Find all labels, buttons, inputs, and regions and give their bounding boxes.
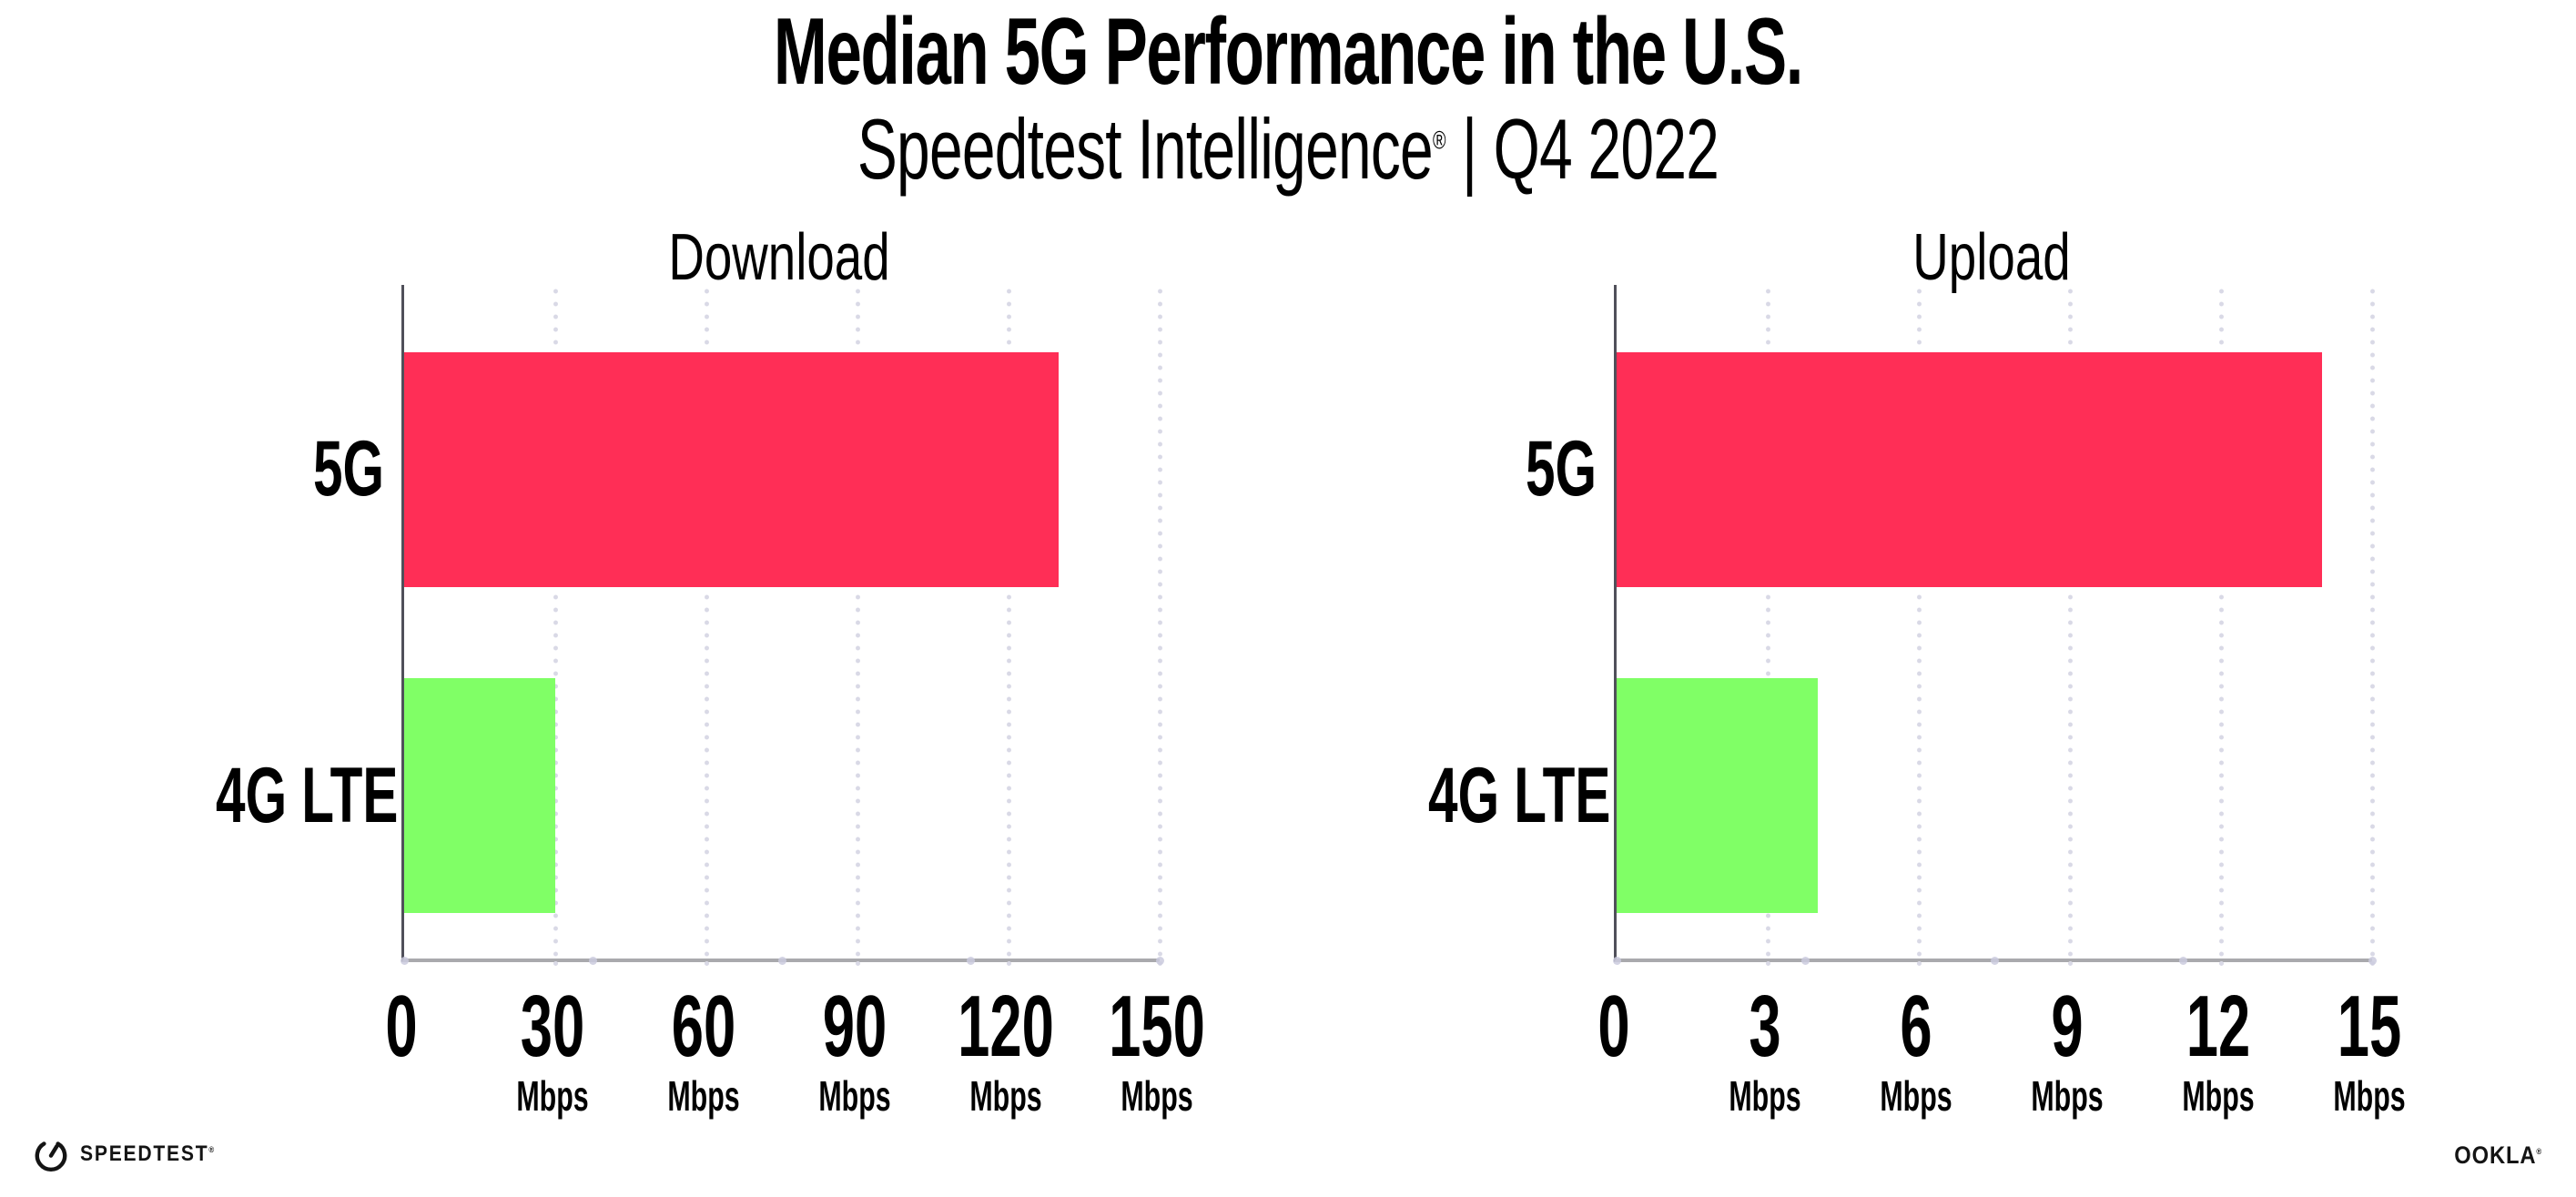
x-tick-unit: Mbps bbox=[2182, 1072, 2255, 1120]
gridline-120 bbox=[1006, 285, 1011, 966]
download-chart-title: Download bbox=[668, 221, 890, 294]
subtitle-period: Q4 2022 bbox=[1493, 101, 1719, 197]
x-tick-unit: Mbps bbox=[516, 1072, 589, 1120]
ookla-logo-text: OOKLA bbox=[2454, 1141, 2537, 1169]
axis-minor-tick-dot bbox=[1155, 957, 1164, 965]
page-subtitle: Speedtest Intelligence® | Q4 2022 bbox=[387, 102, 2190, 197]
download-x-axis-labels: 0 30 Mbps 60 Mbps 90 Mbps 120 Mbps 150 Mbps bbox=[385, 982, 1204, 1128]
download-plot-area bbox=[400, 285, 1164, 966]
gridline-3 bbox=[1765, 285, 1770, 966]
x-tick-0: 0 bbox=[1597, 982, 1629, 1071]
gridline-90 bbox=[855, 285, 860, 966]
bar-4g-lte bbox=[1617, 678, 1819, 913]
x-tick-0: 0 bbox=[385, 982, 417, 1071]
gridline-60 bbox=[704, 285, 709, 966]
ookla-logo: OOKLA® bbox=[2454, 1141, 2542, 1170]
page-title: Median 5G Performance in the U.S. bbox=[773, 0, 1804, 105]
x-tick-unit: Mbps bbox=[969, 1072, 1042, 1120]
upload-chart: Upload 5G 4G LTE 0 3 Mbps 6 Mbps 9 Mbps 12 Mbps 1… bbox=[1349, 218, 2487, 1138]
download-chart: Download 5G 4G LTE 0 30 Mbps 60 Mbps 90 Mbps 12… bbox=[137, 218, 1274, 1138]
axis-minor-tick-dot bbox=[1990, 957, 1999, 965]
gridline-9 bbox=[2067, 285, 2073, 966]
speedtest-trademark-mark: ® bbox=[208, 1145, 217, 1154]
axis-minor-tick-dot bbox=[777, 957, 786, 965]
axis-minor-tick-dot bbox=[2368, 957, 2377, 965]
subtitle-separator: | bbox=[1462, 101, 1477, 197]
x-tick-12: 12 Mbps bbox=[2182, 982, 2254, 1121]
axis-minor-tick-dot bbox=[589, 957, 597, 965]
upload-plot-area bbox=[1612, 285, 2377, 966]
category-label-5g: 5G bbox=[312, 425, 384, 512]
upload-chart-title: Upload bbox=[1912, 221, 2071, 294]
axis-minor-tick-dot bbox=[2179, 957, 2187, 965]
speedtest-logo-text: SPEEDTEST® bbox=[80, 1141, 217, 1166]
registered-trademark-mark: ® bbox=[1432, 125, 1446, 155]
x-tick-value: 12 bbox=[2186, 978, 2251, 1075]
x-tick-value: 0 bbox=[385, 978, 418, 1075]
x-tick-value: 15 bbox=[2337, 978, 2402, 1075]
x-tick-unit: Mbps bbox=[2333, 1072, 2406, 1120]
x-tick-value: 60 bbox=[671, 978, 736, 1075]
speedtest-gauge-icon bbox=[35, 1141, 67, 1172]
axis-minor-tick-dot bbox=[1801, 957, 1810, 965]
gridline-30 bbox=[553, 285, 558, 966]
x-tick-90: 90 Mbps bbox=[818, 982, 890, 1121]
axis-minor-tick-dot bbox=[400, 957, 409, 965]
bar-5g bbox=[404, 352, 1060, 587]
x-tick-unit: Mbps bbox=[667, 1072, 740, 1120]
x-tick-30: 30 Mbps bbox=[516, 982, 588, 1121]
x-tick-unit: Mbps bbox=[1880, 1072, 1952, 1120]
x-tick-120: 120 Mbps bbox=[958, 982, 1054, 1121]
x-tick-3: 3 Mbps bbox=[1729, 982, 1800, 1121]
x-tick-6: 6 Mbps bbox=[1880, 982, 1952, 1121]
x-tick-value: 3 bbox=[1749, 978, 1781, 1075]
subtitle-product: Speedtest Intelligence bbox=[857, 101, 1434, 197]
category-label-4g-lte: 4G LTE bbox=[216, 752, 399, 839]
x-tick-value: 6 bbox=[1900, 978, 1932, 1075]
category-label-5g: 5G bbox=[1525, 425, 1597, 512]
x-tick-150: 150 Mbps bbox=[1109, 982, 1205, 1121]
x-tick-9: 9 Mbps bbox=[2031, 982, 2103, 1121]
upload-x-axis-labels: 0 3 Mbps 6 Mbps 9 Mbps 12 Mbps 15 Mbps bbox=[1597, 982, 2405, 1128]
x-tick-value: 9 bbox=[2051, 978, 2084, 1075]
x-tick-unit: Mbps bbox=[818, 1072, 891, 1120]
gridline-6 bbox=[1916, 285, 1922, 966]
x-tick-unit: Mbps bbox=[1121, 1072, 1193, 1120]
gridline-150 bbox=[1157, 285, 1162, 966]
x-tick-value: 30 bbox=[520, 978, 585, 1075]
gridline-15 bbox=[2369, 285, 2375, 966]
bar-4g-lte bbox=[404, 678, 555, 913]
x-tick-value: 0 bbox=[1597, 978, 1630, 1075]
category-label-4g-lte: 4G LTE bbox=[1428, 752, 1611, 839]
x-tick-unit: Mbps bbox=[1729, 1072, 1801, 1120]
x-tick-value: 150 bbox=[1109, 978, 1205, 1075]
x-tick-60: 60 Mbps bbox=[667, 982, 739, 1121]
x-tick-unit: Mbps bbox=[2031, 1072, 2104, 1120]
x-tick-value: 90 bbox=[822, 978, 887, 1075]
x-tick-value: 120 bbox=[958, 978, 1054, 1075]
x-tick-15: 15 Mbps bbox=[2333, 982, 2405, 1121]
axis-minor-tick-dot bbox=[967, 957, 975, 965]
speedtest-logo: SPEEDTEST® bbox=[33, 1134, 234, 1174]
gridline-12 bbox=[2218, 285, 2224, 966]
bar-5g bbox=[1617, 352, 2322, 587]
ookla-trademark-mark: ® bbox=[2536, 1147, 2542, 1156]
axis-minor-tick-dot bbox=[1612, 957, 1621, 965]
